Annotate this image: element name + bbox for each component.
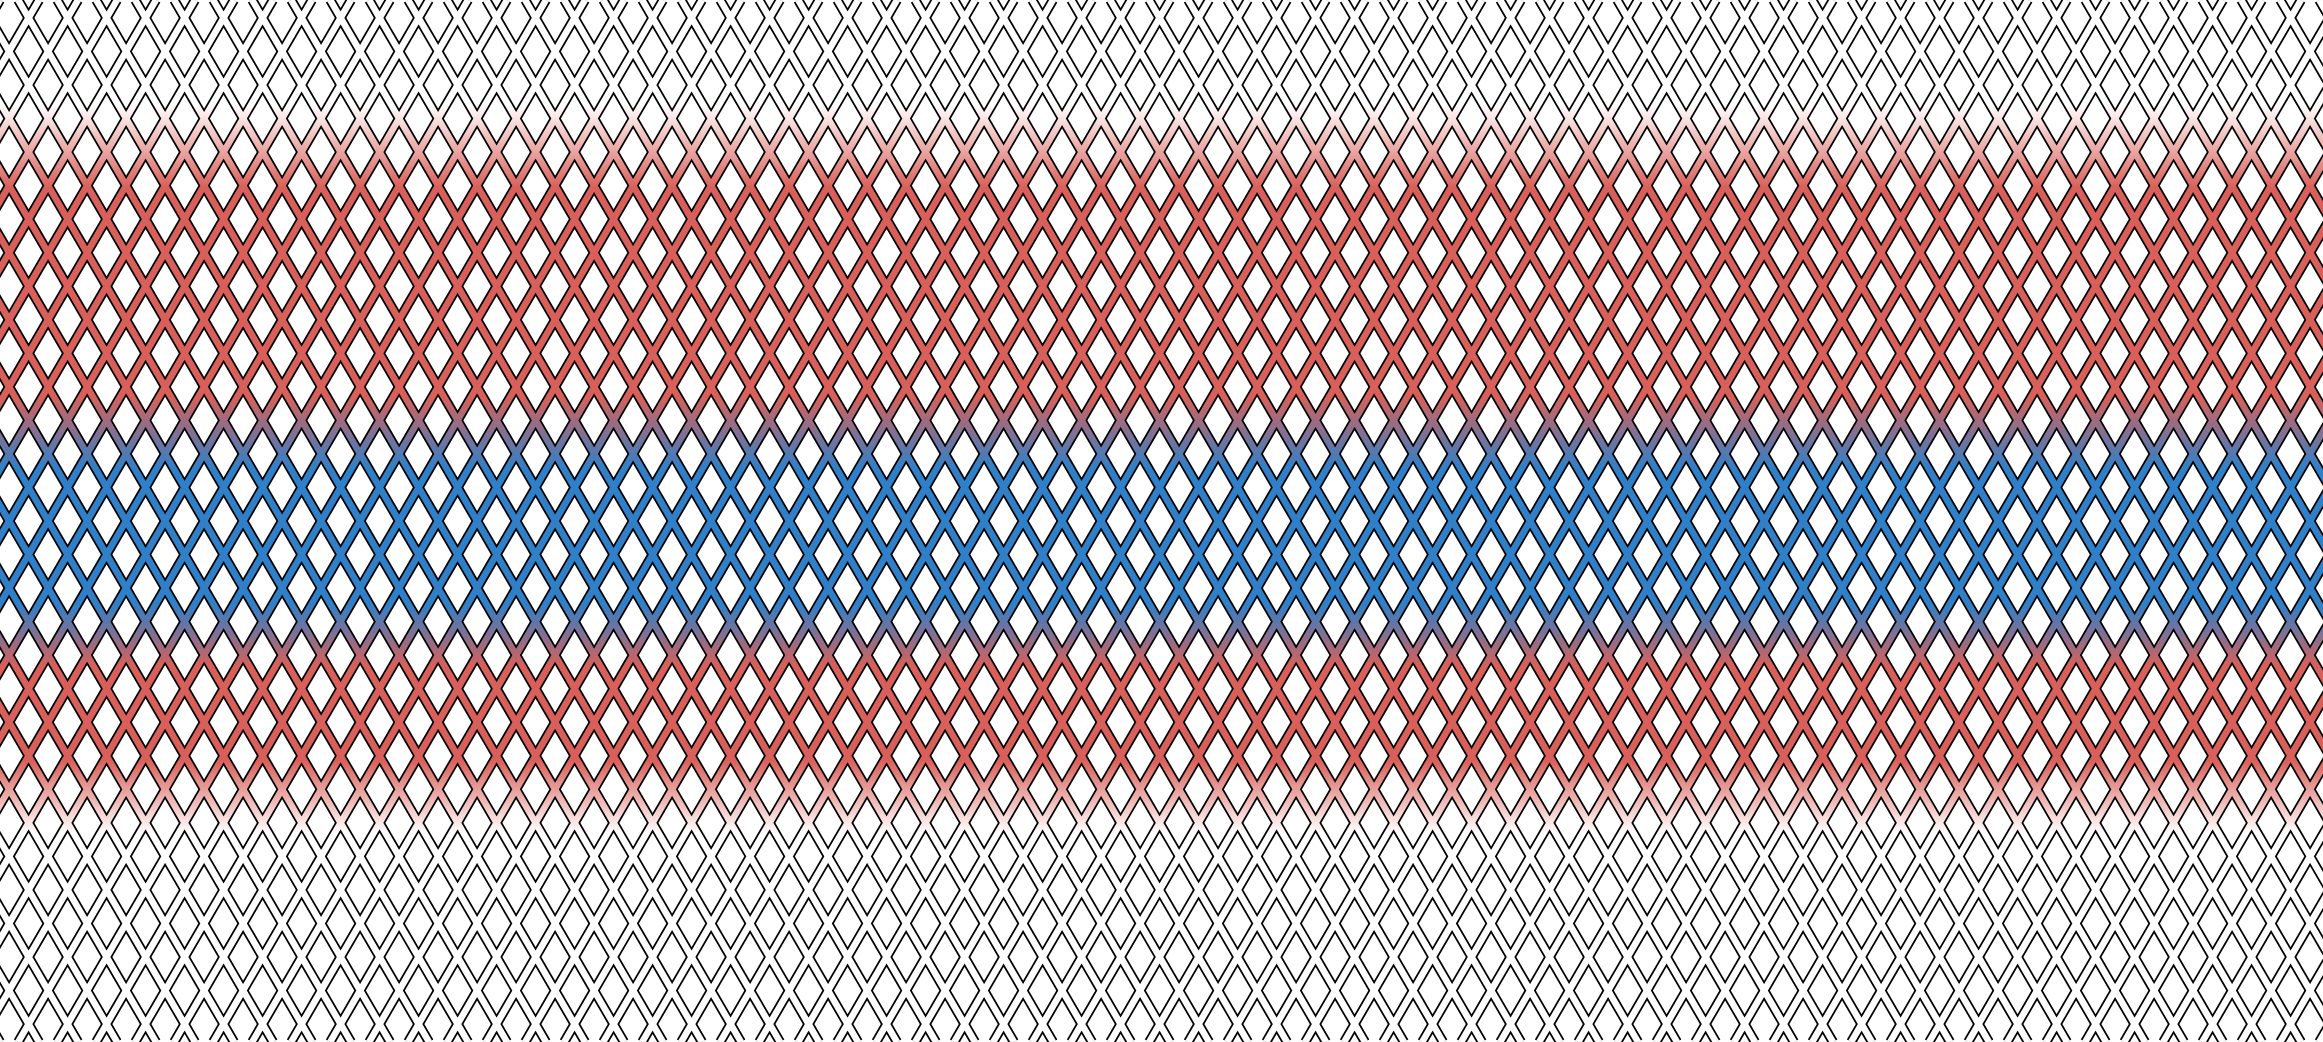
lattice-line-left-59: [1653, 0, 2265, 1042]
lattice-line-left-61: [1731, 22, 2323, 1042]
lattice-line-left-63: [1809, 156, 2323, 1042]
lattice-line-left-70: [2082, 626, 2323, 1042]
lattice-line-left-55: [1497, 0, 2109, 1042]
lattice-line-left-60: [1692, 0, 2304, 1042]
lattice-line-left-25: [327, 0, 939, 1042]
lattice-line-left-56: [1536, 0, 2148, 1042]
lattice-line-left-71: [2121, 693, 2323, 1042]
lattice-line-outline-left-8: [0, 0, 278, 480]
lattice-line-left-29: [483, 0, 1095, 1042]
lattice-line-right-7: [0, 633, 237, 1042]
lattice-line-left-20: [132, 0, 744, 1042]
lattice-line-left-48: [1224, 0, 1836, 1042]
lattice-line-left-18: [54, 0, 666, 1042]
lattice-line-right-73: [2199, 0, 2323, 215]
lattice-line-left-6: [0, 0, 198, 342]
lattice-line-left-41: [951, 0, 1563, 1042]
lattice-line-left-17: [15, 0, 627, 1042]
lattice-line-left-5: [0, 0, 159, 275]
lattice-line-right-4: [0, 834, 120, 1042]
lattice-line-left-38: [834, 0, 1446, 1042]
lattice-line-left-42: [990, 0, 1602, 1042]
lattice-line-right-72: [2160, 0, 2323, 282]
lattice-line-left-39: [873, 0, 1485, 1042]
lattice-line-left-32: [600, 0, 1212, 1042]
lattice-line-left-7: [0, 0, 237, 409]
lattice-line-left-58: [1614, 0, 2226, 1042]
lattice-line-right-5: [0, 767, 159, 1042]
lattice-line-left-45: [1107, 0, 1719, 1042]
lattice-line-left-52: [1380, 0, 1992, 1042]
lattice-line-left-57: [1575, 0, 2187, 1042]
lattice-line-left-12: [0, 0, 432, 745]
lattice-line-left-44: [1068, 0, 1680, 1042]
lattice-line-left-69: [2043, 559, 2323, 1042]
lattice-line-left-68: [2004, 492, 2323, 1042]
lattice-line-left-54: [1458, 0, 2070, 1042]
lattice-line-outline-right-8: [0, 562, 278, 1042]
lattice-line-left-46: [1146, 0, 1758, 1042]
lattice-line-right-6: [0, 700, 198, 1042]
lattice-line-left-72: [2160, 760, 2323, 1042]
lattice-line-left-51: [1341, 0, 1953, 1042]
lattice-line-left-15: [0, 0, 549, 946]
lattice-line-left-28: [444, 0, 1056, 1042]
lattice-line-left-33: [639, 0, 1251, 1042]
lattice-line-left-64: [1848, 224, 2323, 1042]
lattice-line-right-66: [1926, 0, 2323, 684]
lattice-line-left-13: [0, 0, 471, 812]
lattice-line-left-24: [288, 0, 900, 1042]
lattice-line-outline-left-11: [0, 0, 395, 681]
lattice-line-left-67: [1965, 425, 2323, 1042]
lattice-line-outline-left-66: [1924, 354, 2323, 1042]
lattice-line-left-34: [678, 0, 1290, 1042]
lattice-line-outline-right-72: [2158, 0, 2323, 285]
lattice-line-left-9: [0, 0, 315, 544]
lattice-line-outline-left-14: [0, 0, 512, 882]
lattice-line-right-69: [2043, 0, 2323, 483]
lattice-line-right-14: [0, 163, 510, 1042]
lattice-line-left-31: [561, 0, 1173, 1042]
lattice-line-left-11: [0, 0, 393, 678]
lattice-line-left-14: [0, 0, 510, 879]
lattice-line-right-70: [2082, 0, 2323, 416]
lattice-line-left-16: [0, 0, 588, 1013]
lattice-line-left-35: [717, 0, 1329, 1042]
lattice-line-left-62: [1770, 89, 2323, 1042]
lattice-line-right-71: [2121, 0, 2323, 349]
lattice-line-right-11: [0, 364, 393, 1042]
lattice-line-left-50: [1302, 0, 1914, 1042]
lattice-line-left-26: [366, 0, 978, 1042]
lattice-line-outline-right-11: [0, 361, 395, 1042]
lattice-line-left-53: [1419, 0, 2031, 1042]
lattice-line-left-36: [756, 0, 1368, 1042]
lattice-line-left-66: [1926, 358, 2323, 1042]
lattice-line-left-49: [1263, 0, 1875, 1042]
lattice-line-left-73: [2199, 827, 2323, 1042]
lattice-line-left-8: [0, 0, 276, 477]
lattice-line-left-10: [0, 0, 354, 611]
lattice-line-right-8: [0, 565, 276, 1042]
lattice-line-left-30: [522, 0, 1134, 1042]
lattice-line-left-37: [795, 0, 1407, 1042]
lattice-line-left-19: [93, 0, 705, 1042]
lattice-line-left-27: [405, 0, 1017, 1042]
lattice-line-left-23: [249, 0, 861, 1042]
lattice-line-outline-right-14: [0, 160, 512, 1042]
lattice-line-left-22: [210, 0, 822, 1042]
lattice-line-left-4: [0, 0, 120, 208]
lattice-line-outline-left-72: [2158, 757, 2323, 1042]
lattice-line-left-65: [1887, 291, 2323, 1042]
lattice-line-left-21: [171, 0, 783, 1042]
lattice-line-outline-right-66: [1924, 0, 2323, 688]
lattice-line-left-47: [1185, 0, 1797, 1042]
lattice-line-left-43: [1029, 0, 1641, 1042]
lattice-line-left-40: [912, 0, 1524, 1042]
